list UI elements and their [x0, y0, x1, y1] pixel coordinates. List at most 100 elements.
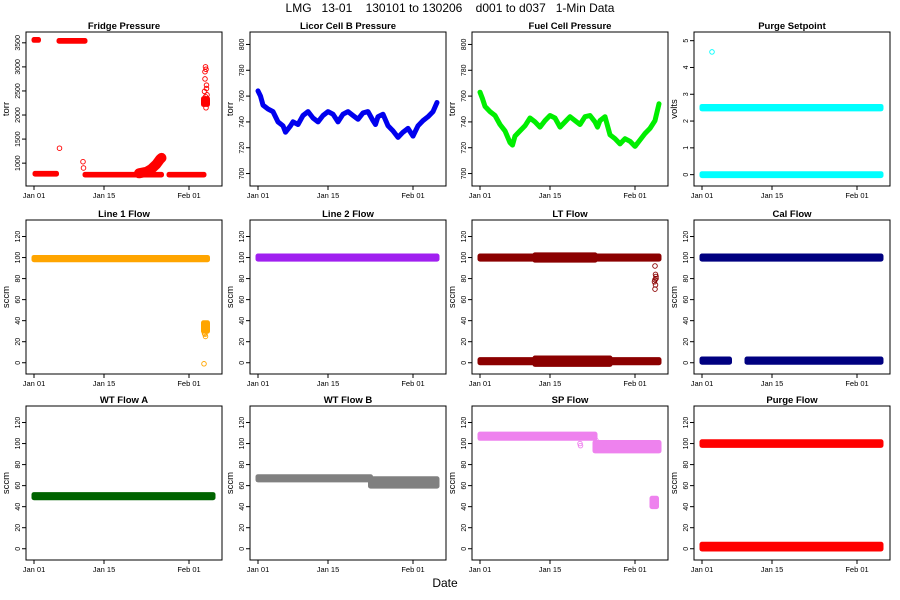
panel-title: Purge Setpoint — [758, 21, 826, 32]
y-axis-label: torr — [447, 102, 458, 116]
x-tick-label: Jan 15 — [761, 565, 784, 574]
panel-wt-flow-a: WT Flow A 0 20 40 60 80 100 120 sccm Jan 01 Jan 15… — [1, 395, 223, 574]
panel-line-2-flow: Line 2 Flow 0 20 40 60 80 100 120 sccm Jan 01 Jan … — [225, 209, 447, 388]
figure-title: LMG 13-01 130101 to 130206 d001 to d037 … — [285, 1, 615, 15]
data-point — [202, 68, 208, 75]
y-tick-label: 60 — [461, 296, 468, 304]
y-tick-label: 5 — [683, 39, 690, 43]
data-layer — [31, 492, 216, 501]
y-axis-label: sccm — [669, 472, 680, 494]
data-point — [80, 165, 87, 171]
data-band — [649, 495, 659, 510]
y-tick-label: 1 — [683, 146, 690, 150]
data-band — [166, 171, 207, 178]
y-tick-label: 2000 — [15, 107, 22, 123]
y-tick-label: 40 — [239, 503, 246, 511]
plot-frame — [249, 405, 447, 561]
x-tick-label: Jan 01 — [469, 379, 492, 388]
plot-frame — [693, 405, 891, 561]
data-point — [203, 328, 209, 334]
x-tick-label: Feb 01 — [177, 379, 200, 388]
y-tick-label: 80 — [683, 275, 690, 283]
y-tick-label: 720 — [461, 142, 468, 154]
y-tick-label: 20 — [239, 524, 246, 532]
data-band — [368, 476, 440, 489]
data-band — [699, 103, 884, 112]
panel-title: LT Flow — [552, 209, 588, 220]
y-tick-label: 80 — [239, 275, 246, 283]
x-tick-label: Jan 15 — [539, 191, 562, 200]
y-axis-label: sccm — [669, 286, 680, 308]
y-tick-label: 20 — [683, 524, 690, 532]
data-series-line — [255, 88, 440, 140]
data-band — [592, 440, 662, 454]
x-tick-label: Jan 01 — [247, 379, 270, 388]
panel-title: WT Flow A — [100, 395, 148, 406]
panel-title: Licor Cell B Pressure — [300, 21, 396, 32]
data-band — [255, 474, 373, 483]
x-tick-label: Feb 01 — [401, 379, 424, 388]
y-tick-label: 80 — [683, 461, 690, 469]
y-tick-label: 60 — [15, 482, 22, 490]
data-point — [203, 85, 210, 92]
y-tick-label: 3500 — [15, 35, 22, 51]
panel-title: Fuel Cell Pressure — [529, 21, 612, 32]
x-tick-label: Feb 01 — [623, 379, 646, 388]
y-tick-label: 740 — [239, 116, 246, 128]
x-tick-label: Feb 01 — [845, 191, 868, 200]
panel-lt-flow: LT Flow 0 20 40 60 80 100 120 sccm Jan 01 Jan 15 Fe… — [447, 209, 669, 388]
data-band — [699, 439, 884, 448]
y-tick-label: 720 — [239, 142, 246, 154]
y-tick-label: 0 — [683, 361, 690, 365]
data-band — [532, 252, 598, 263]
panel-purge-flow: Purge Flow 0 20 40 60 80 100 120 sccm Jan 01 Jan 1… — [669, 395, 891, 574]
plot-frame — [25, 31, 223, 187]
x-tick-label: Feb 01 — [623, 191, 646, 200]
data-point — [202, 331, 208, 338]
x-tick-label: Feb 01 — [401, 565, 424, 574]
panel-title: Fridge Pressure — [88, 21, 160, 32]
data-point — [80, 158, 86, 165]
y-tick-label: 60 — [239, 482, 246, 490]
data-point — [202, 76, 208, 82]
data-layer — [255, 88, 440, 140]
x-tick-label: Jan 01 — [691, 565, 714, 574]
y-tick-label: 60 — [461, 482, 468, 490]
plot-frame — [249, 219, 447, 375]
y-tick-label: 20 — [15, 524, 22, 532]
y-tick-label: 20 — [15, 338, 22, 346]
data-series-line — [477, 89, 662, 149]
x-tick-label: Jan 15 — [761, 191, 784, 200]
y-tick-label: 120 — [683, 417, 690, 429]
y-tick-label: 0 — [239, 361, 246, 365]
y-tick-label: 780 — [239, 64, 246, 76]
y-axis-label: torr — [225, 102, 236, 116]
y-tick-label: 40 — [683, 317, 690, 325]
y-tick-label: 120 — [239, 417, 246, 429]
y-tick-label: 60 — [683, 482, 690, 490]
y-tick-label: 760 — [461, 90, 468, 102]
y-tick-label: 0 — [683, 173, 690, 177]
y-tick-label: 60 — [239, 296, 246, 304]
y-tick-label: 100 — [461, 252, 468, 264]
data-point — [577, 442, 584, 449]
y-tick-label: 700 — [239, 168, 246, 180]
y-tick-label: 120 — [15, 231, 22, 243]
data-point — [709, 49, 715, 55]
y-tick-label: 20 — [461, 524, 468, 532]
data-point — [622, 441, 628, 448]
x-tick-label: Jan 01 — [469, 191, 492, 200]
y-tick-label: 4 — [683, 65, 690, 69]
data-series-line — [134, 152, 167, 179]
y-tick-label: 20 — [239, 338, 246, 346]
y-tick-label: 0 — [461, 547, 468, 551]
x-tick-label: Feb 01 — [401, 191, 424, 200]
x-tick-label: Jan 15 — [761, 379, 784, 388]
panel-title: Line 1 Flow — [98, 209, 150, 220]
x-tick-label: Feb 01 — [845, 565, 868, 574]
y-tick-label: 0 — [683, 547, 690, 551]
y-tick-label: 80 — [239, 461, 246, 469]
data-point — [653, 273, 659, 280]
y-tick-label: 40 — [461, 503, 468, 511]
